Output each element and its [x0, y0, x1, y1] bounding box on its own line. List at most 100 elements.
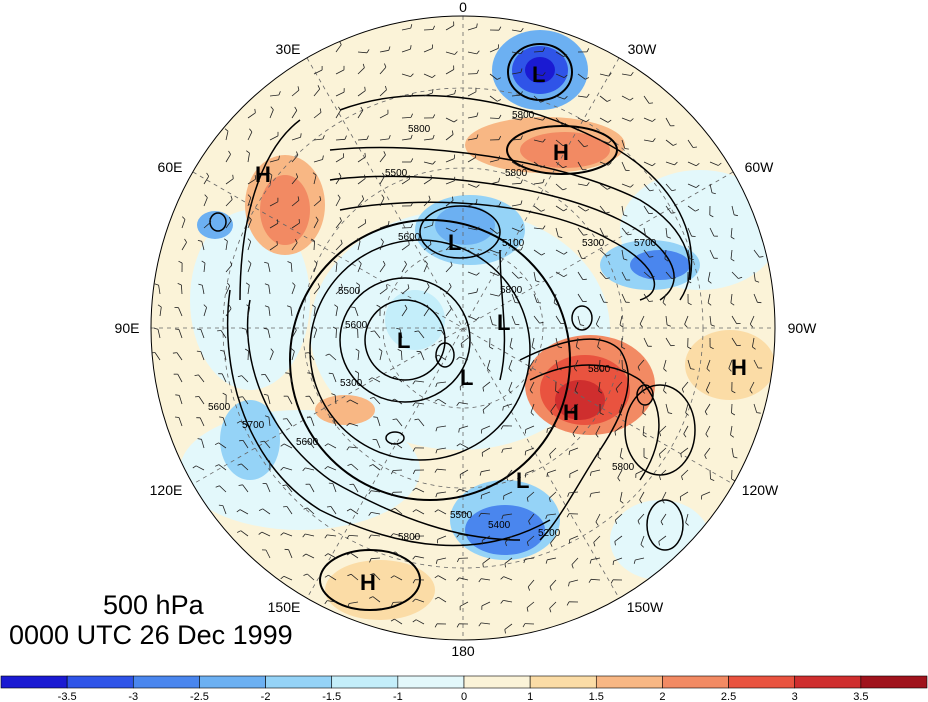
wind-barb	[640, 535, 645, 545]
wind-barb-flag	[287, 261, 292, 264]
wind-barb	[313, 263, 318, 273]
wind-barb-flag	[520, 116, 524, 121]
colorbar-segment	[199, 675, 266, 689]
wind-barb-flag	[687, 280, 692, 284]
wind-barb-flag	[645, 236, 650, 239]
wind-barb-flag	[522, 623, 526, 628]
wind-barb	[701, 491, 711, 496]
wind-barb	[445, 265, 453, 273]
wind-barb-flag	[456, 443, 461, 447]
wind-barb	[731, 271, 739, 279]
colorbar: -3.5 -3 -2.5 -2 -1.5 -1 0 1 1.5 2 2.5 3 3.5	[0, 675, 928, 702]
wind-barb-flag	[432, 221, 434, 226]
wind-barb	[327, 553, 337, 559]
wind-barb	[394, 618, 403, 625]
wind-barb-flag	[710, 478, 715, 481]
wind-barb-flag	[384, 63, 387, 68]
wind-barb	[242, 440, 249, 449]
wind-barb	[373, 573, 381, 581]
wind-barb-flag	[396, 327, 401, 330]
wind-barb-flag	[685, 522, 689, 526]
wind-barb	[621, 73, 631, 76]
wind-barb	[157, 329, 161, 339]
wind-barb-flag	[528, 367, 532, 372]
wind-barb-flag	[228, 150, 231, 155]
wind-barb	[643, 337, 649, 347]
wind-barb-flag	[302, 553, 307, 557]
wind-barb-flag	[263, 393, 268, 396]
wind-barb	[526, 601, 535, 609]
wind-barb	[401, 287, 410, 295]
wind-barb-flag	[541, 209, 545, 212]
wind-barb	[269, 201, 279, 207]
wind-barb	[335, 138, 346, 141]
wind-barb	[357, 372, 359, 383]
wind-barb	[401, 350, 403, 361]
wind-barb	[643, 205, 650, 214]
wind-barb	[240, 420, 249, 427]
wind-barb-flag	[624, 148, 629, 150]
wind-barb	[467, 157, 476, 163]
wind-barb	[159, 307, 162, 317]
wind-barb-flag	[434, 468, 438, 473]
high-center: H	[731, 355, 747, 380]
wind-barb	[591, 557, 601, 561]
wind-barb	[577, 205, 586, 212]
wind-barb-flag	[388, 46, 391, 51]
wind-barb	[489, 293, 499, 297]
wind-barb	[266, 483, 271, 493]
wind-barb	[445, 200, 454, 207]
wind-barb-flag	[583, 234, 588, 236]
wind-barb	[445, 158, 455, 163]
wind-barb-flag	[505, 541, 507, 547]
wind-barb	[269, 135, 279, 141]
wind-barb	[291, 285, 296, 295]
wind-barb-flag	[435, 493, 438, 498]
wind-barb	[687, 139, 694, 148]
wind-barb-flag	[410, 24, 413, 29]
wind-barb-flag	[684, 324, 688, 328]
wind-barb-flag	[619, 324, 624, 328]
colorbar-segment	[529, 675, 597, 689]
wind-barb	[527, 579, 535, 588]
wind-barb-flag	[306, 416, 312, 418]
wind-barb-flag	[607, 187, 611, 190]
wind-barb-flag	[649, 256, 654, 258]
wind-barb	[511, 29, 521, 32]
wind-barb-flag	[668, 412, 673, 414]
wind-barb-flag	[390, 442, 395, 445]
wind-barb-flag	[633, 559, 636, 564]
wind-barb-flag	[456, 577, 460, 582]
wind-barb	[313, 219, 319, 229]
wind-barb	[374, 330, 381, 339]
wind-barb-flag	[452, 196, 454, 201]
wind-barb	[247, 263, 252, 273]
wind-barb-flag	[315, 216, 319, 221]
contour-label: 5800	[500, 285, 523, 296]
wind-barb-flag	[368, 490, 372, 495]
wind-barb-flag	[324, 466, 328, 470]
wind-barb-flag	[246, 304, 250, 308]
wind-barb-flag	[607, 119, 612, 123]
wind-barb	[308, 440, 315, 449]
wind-barb	[504, 557, 513, 564]
wind-barb	[349, 422, 359, 427]
wind-barb	[599, 73, 609, 77]
wind-barb-flag	[588, 579, 592, 583]
wind-barb	[357, 241, 361, 251]
wind-barb-flag	[502, 406, 504, 411]
wind-barb	[291, 199, 300, 207]
wind-barb-flag	[434, 596, 439, 600]
wind-barb-flag	[448, 282, 452, 287]
wind-barb	[327, 443, 337, 449]
wind-barb-flag	[704, 455, 707, 459]
wind-barb	[357, 351, 360, 361]
wind-barb-flag	[557, 368, 562, 371]
wind-barb	[335, 69, 345, 75]
wind-barb	[357, 67, 365, 75]
wind-barb	[684, 315, 689, 325]
contour-label: 5100	[502, 238, 525, 249]
wind-barb-flag	[247, 238, 251, 242]
wind-barb	[372, 464, 381, 471]
wind-barb	[665, 139, 674, 146]
